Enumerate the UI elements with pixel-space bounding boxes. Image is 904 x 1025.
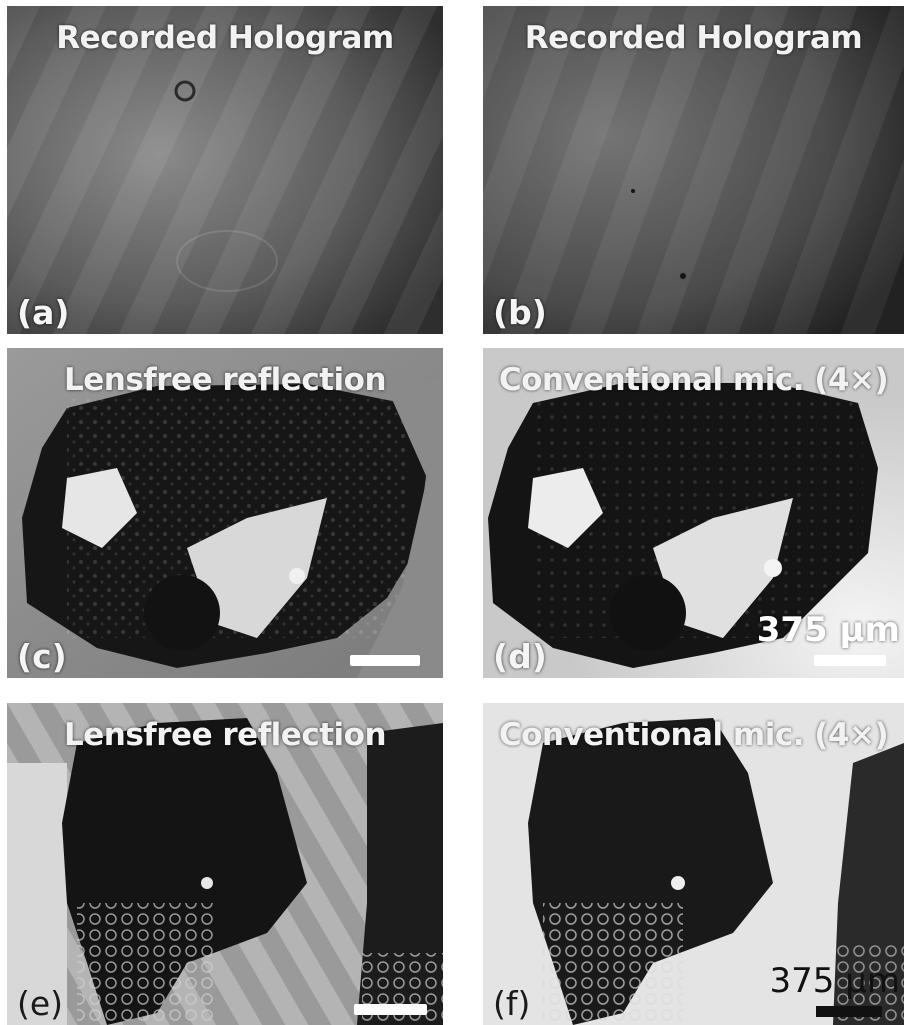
microscope-image-f xyxy=(483,703,904,1025)
panel-b: Recorded Hologram (b) xyxy=(483,6,904,334)
panel-c-title: Lensfree reflection xyxy=(63,362,387,398)
scale-bar-e xyxy=(354,1004,427,1015)
hologram-image-b xyxy=(483,6,904,334)
panel-c-label: (c) xyxy=(17,637,67,676)
panel-f: Conventional mic. (4×) (f) 375 μm xyxy=(483,703,904,1025)
panel-f-label: (f) xyxy=(493,984,531,1023)
scale-bar-f xyxy=(816,1006,882,1017)
lensfree-image-c xyxy=(7,348,443,678)
scale-label-f: 375 μm xyxy=(769,961,900,1001)
panel-d: Conventional mic. (4×) (d) 375 μm xyxy=(483,348,904,678)
panel-d-title: Conventional mic. (4×) xyxy=(498,362,889,398)
panel-b-label: (b) xyxy=(493,293,547,332)
scale-bar-d xyxy=(814,655,886,666)
panel-a: Recorded Hologram (a) xyxy=(7,6,443,334)
hologram-image-a xyxy=(7,6,443,334)
scale-label-d: 375 μm xyxy=(756,610,900,650)
panel-d-label: (d) xyxy=(493,637,547,676)
scale-bar-c xyxy=(350,655,420,666)
panel-f-title: Conventional mic. (4×) xyxy=(498,717,889,753)
lensfree-image-e xyxy=(7,703,443,1025)
microscope-image-d xyxy=(483,348,904,678)
panel-b-title: Recorded Hologram xyxy=(524,20,863,56)
panel-e-label: (e) xyxy=(17,984,64,1023)
panel-e: Lensfree reflection (e) xyxy=(7,703,443,1025)
panel-e-title: Lensfree reflection xyxy=(63,717,387,753)
panel-a-title: Recorded Hologram xyxy=(56,20,394,56)
panel-c: Lensfree reflection (c) xyxy=(7,348,443,678)
panel-a-label: (a) xyxy=(17,293,70,332)
